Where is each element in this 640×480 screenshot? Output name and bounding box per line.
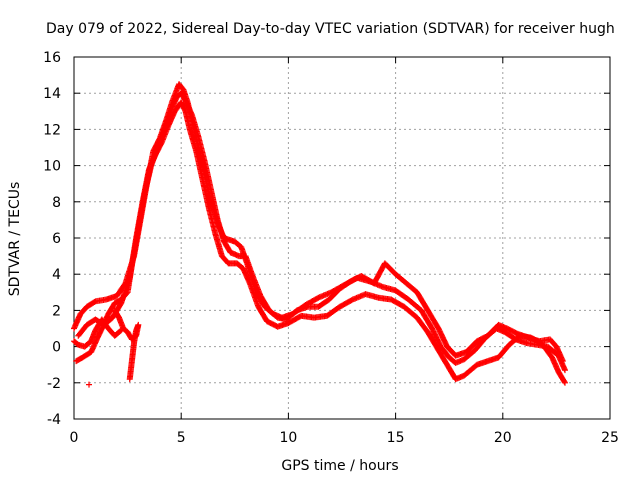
y-tick-label: 0 [52, 340, 61, 356]
y-tick-label: 8 [52, 195, 61, 211]
x-tick-label: 20 [494, 430, 512, 446]
series-track-b [75, 99, 568, 386]
y-tick-label: 16 [43, 50, 61, 66]
y-tick-label: -2 [47, 376, 61, 392]
y-tick-label: 10 [43, 159, 61, 175]
series-track-d [111, 307, 142, 383]
y-tick-label: 14 [43, 86, 61, 102]
series-track-e [71, 316, 125, 350]
series-track-c [73, 90, 566, 365]
data-point [117, 328, 124, 335]
x-tick-label: 25 [601, 430, 619, 446]
x-axis-label: GPS time / hours [281, 458, 398, 474]
data-point [112, 308, 119, 315]
y-axis-label: SDTVAR / TECUs [7, 182, 23, 297]
grid-lines [74, 57, 610, 419]
x-tick-label: 5 [177, 430, 186, 446]
data-point [118, 327, 125, 334]
axis-ticks: 0 5 10 15 20 25 -4 -2 0 2 4 6 8 10 12 14 16 [43, 50, 619, 446]
y-tick-label: 4 [52, 267, 61, 283]
y-tick-label: 12 [43, 122, 61, 138]
data-point [561, 379, 568, 386]
data-point [111, 307, 118, 314]
x-tick-label: 0 [70, 430, 79, 446]
y-tick-label: 2 [52, 303, 61, 319]
series-outlier [86, 381, 93, 388]
data-point [561, 378, 568, 385]
y-tick-label: 6 [52, 231, 61, 247]
y-tick-label: -4 [47, 412, 61, 428]
data-point [561, 367, 568, 374]
chart-title: Day 079 of 2022, Sidereal Day-to-day VTE… [46, 21, 615, 37]
x-tick-label: 15 [387, 430, 405, 446]
data-points [71, 81, 568, 388]
data-point [559, 358, 566, 365]
x-tick-label: 10 [279, 430, 297, 446]
data-point [86, 381, 93, 388]
